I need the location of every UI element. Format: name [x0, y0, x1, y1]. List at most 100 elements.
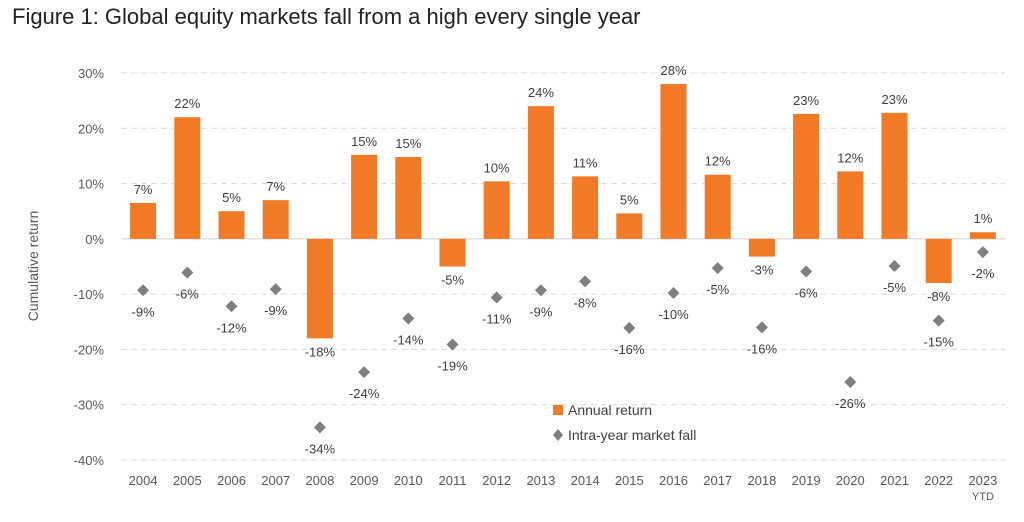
marker: [755, 321, 768, 334]
bar: [483, 181, 510, 239]
y-axis-label: Cumulative return: [25, 211, 41, 322]
marker-data-label: -34%: [305, 441, 336, 456]
x-tick-label: 2021: [880, 473, 909, 488]
y-tick-label: -30%: [74, 398, 105, 413]
marker: [137, 284, 150, 297]
bar: [881, 112, 908, 239]
marker: [446, 338, 459, 351]
marker-data-label: -6%: [795, 285, 819, 300]
marker: [579, 275, 592, 288]
x-tick-label: 2007: [261, 473, 290, 488]
marker: [623, 321, 636, 334]
x-tick-label: 2023: [968, 473, 997, 488]
bar: [572, 176, 599, 239]
bar-data-label: -18%: [305, 344, 336, 359]
x-tick-label: 2006: [217, 473, 246, 488]
marker-data-label: -11%: [482, 311, 512, 326]
bar-data-label: 23%: [793, 93, 819, 108]
bar-data-label: 12%: [837, 150, 863, 165]
x-tick-label: 2013: [526, 473, 555, 488]
y-tick-label: 20%: [78, 121, 104, 136]
y-tick-label: -10%: [74, 287, 105, 302]
x-axis-ticks: 2004 2005 2006 2007 2008 2009 2010 2011 2012 2013…: [129, 473, 998, 503]
x-tick-label: 2008: [305, 473, 334, 488]
y-tick-label: -40%: [74, 453, 105, 468]
bar: [793, 113, 820, 239]
y-tick-label: 10%: [78, 177, 104, 192]
marker-data-label: -26%: [835, 396, 866, 411]
marker: [269, 283, 282, 296]
x-tick-label: 2017: [703, 473, 732, 488]
legend-swatch-annual-return: [553, 405, 563, 415]
marker-data-label: -9%: [529, 304, 553, 319]
marker: [932, 314, 945, 327]
marker: [976, 246, 989, 259]
legend-label-annual-return: Annual return: [568, 402, 652, 418]
bar-data-label: 15%: [395, 136, 421, 151]
marker: [181, 266, 194, 279]
marker: [844, 376, 857, 389]
marker-data-label: -6%: [176, 287, 200, 302]
legend-label-intra-year-fall: Intra-year market fall: [568, 427, 696, 443]
x-tick-label: 2020: [836, 473, 865, 488]
marker: [800, 265, 813, 278]
bar-data-label: -8%: [927, 289, 951, 304]
bar: [660, 84, 687, 239]
x-tick-label: 2010: [394, 473, 423, 488]
bar-data-label: 24%: [528, 85, 554, 100]
marker: [402, 312, 415, 325]
bar-data-label: 5%: [620, 192, 639, 207]
bar-data-label: 5%: [222, 190, 241, 205]
marker: [534, 284, 547, 297]
annual-return-bars: [130, 84, 996, 339]
marker: [358, 366, 371, 379]
marker: [225, 300, 238, 313]
marker-data-label: -5%: [883, 280, 907, 295]
bar: [306, 238, 333, 339]
marker-data-label: -2%: [971, 266, 995, 281]
x-tick-label: 2016: [659, 473, 688, 488]
bar: [925, 238, 952, 284]
bar-data-label: 7%: [266, 179, 285, 194]
bar: [395, 157, 422, 239]
marker-data-label: -10%: [658, 307, 689, 322]
bar: [218, 211, 245, 239]
marker: [313, 421, 326, 434]
marker: [667, 287, 680, 300]
bar-data-label: 10%: [484, 160, 510, 175]
bar-data-label: 23%: [881, 92, 907, 107]
y-tick-label: -20%: [74, 342, 105, 357]
bar: [527, 106, 554, 239]
bar: [616, 213, 643, 239]
bar-data-label: 15%: [351, 134, 377, 149]
bar-data-label: 11%: [573, 155, 598, 170]
x-tick-label: 2005: [173, 473, 202, 488]
marker-data-label: -16%: [614, 342, 645, 357]
x-tick-label: 2022: [924, 473, 953, 488]
bar-data-label: 1%: [974, 211, 993, 226]
x-tick-label: 2004: [129, 473, 158, 488]
bar-data-label: 7%: [134, 182, 153, 197]
marker: [888, 259, 901, 272]
x-tick-label: 2009: [350, 473, 379, 488]
legend-swatch-intra-year-fall: [553, 429, 563, 441]
y-tick-label: 30%: [78, 66, 104, 81]
x-tick-label: 2015: [615, 473, 644, 488]
y-axis-ticks: 30% 20% 10% 0% -10% -20% -30% -40%: [74, 66, 105, 468]
marker: [711, 262, 724, 275]
chart-title: Figure 1: Global equity markets fall fro…: [12, 4, 641, 29]
x-tick-label: 2011: [439, 473, 467, 488]
data-labels: 7% -9% 22% -6% 5% -12% 7% -9% -18% -34% 15% -24% 15%…: [132, 63, 995, 456]
marker-data-label: -16%: [747, 341, 778, 356]
bar: [837, 171, 864, 239]
bar: [704, 174, 731, 239]
bar: [969, 232, 996, 239]
bar: [130, 202, 157, 239]
marker-data-label: -5%: [706, 282, 730, 297]
y-tick-label: 0%: [85, 232, 104, 247]
bar-data-label: -5%: [441, 273, 465, 288]
bar: [351, 154, 378, 239]
intra-year-fall-markers: [137, 246, 989, 434]
x-tick-label: 2018: [747, 473, 776, 488]
